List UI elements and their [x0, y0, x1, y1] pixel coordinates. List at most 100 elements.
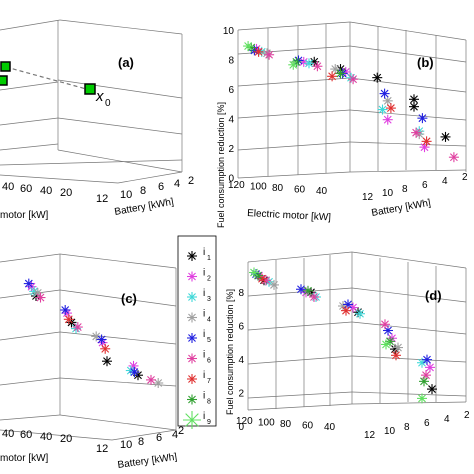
- panel-b-y-tick: 12: [362, 192, 374, 203]
- panel-b-grid-line: [349, 169, 467, 173]
- c-points-marker: [146, 374, 156, 385]
- panel-b: (b) Fuel consumption reduction [%] 10 8 6 4…: [216, 21, 468, 228]
- panel-b-label: (b): [417, 55, 434, 70]
- panel-c-x-tick: 60: [20, 429, 32, 441]
- d-points-marker: [419, 376, 429, 387]
- b-points-marker: [243, 41, 254, 52]
- panel-b-xlabel: Electric motor [kW]: [247, 208, 332, 223]
- panel-a-grid-line: [57, 79, 183, 99]
- panel-b-ylabel: Battery [kWh]: [371, 198, 432, 219]
- panel-b-grid-line: [349, 21, 467, 41]
- panel-a-x-ticks: 40 60 40 20: [2, 181, 72, 199]
- panel-c-axes-box: [0, 253, 177, 441]
- panel-c-grid-line: [59, 289, 177, 307]
- panel-b-x-tick: 40: [316, 186, 328, 197]
- panel-b-z-tick: 6: [228, 85, 234, 96]
- c-points-marker: [35, 292, 46, 303]
- legend-label-sub: 1: [207, 255, 211, 262]
- panel-d: (d) Fuel consumption reduction [%] 8 6 4 2 0…: [225, 251, 470, 441]
- panel-a-y-tick: 2: [188, 175, 194, 187]
- panel-a-points: [0, 61, 96, 95]
- panel-b-z-tick: 0: [228, 174, 234, 185]
- panel-d-x-tick: 40: [324, 422, 336, 433]
- panel-a-path: [5, 66, 91, 91]
- panel-a-grid-line: [57, 117, 183, 135]
- d-points-marker: [391, 350, 401, 361]
- panel-b-points: [243, 41, 459, 163]
- c-points-marker: [96, 334, 107, 345]
- b-points-marker: [335, 68, 346, 79]
- panel-c-grid-line: [0, 414, 61, 421]
- b-points-marker: [421, 136, 432, 147]
- b-points-marker: [411, 127, 422, 138]
- panel-c-y-ticks: 12 10 8 6 4 2: [96, 425, 184, 455]
- panel-d-x-tick: 60: [302, 421, 314, 432]
- panel-c-y-tick: 4: [172, 429, 178, 441]
- legend-label-sub: 7: [207, 378, 211, 385]
- legend-label-sub: 4: [207, 317, 211, 324]
- panel-a-grid-line: [0, 81, 59, 91]
- panel-c-grid-line: [111, 429, 177, 441]
- panel-a-grid-line: [0, 174, 119, 184]
- panel-b-grid-line: [237, 21, 351, 31]
- panel-a-y-tick: 4: [174, 178, 180, 190]
- d-points-marker: [393, 342, 403, 353]
- panel-c-y-tick: 2: [178, 425, 184, 437]
- legend-label-sub: 5: [207, 337, 211, 344]
- panel-b-grid-line: [349, 77, 467, 93]
- c-points-marker: [100, 343, 111, 354]
- panel-d-grid-line: [247, 287, 353, 297]
- panel-c-grid-line: [0, 377, 61, 386]
- panel-a-axes-box: [0, 19, 183, 184]
- legend-label: i: [203, 309, 205, 320]
- d-points-marker: [309, 292, 319, 302]
- panel-d-y-ticks: 12 10 8 6 4 2: [364, 410, 470, 441]
- panel-d-z-tick: 6: [238, 322, 244, 333]
- panel-c-y-tick: 12: [96, 443, 108, 455]
- b-points-marker: [264, 49, 275, 60]
- b-points-marker: [327, 71, 338, 82]
- panel-a-grid-line: [117, 171, 183, 184]
- d-points-marker: [249, 267, 259, 278]
- b-points-marker: [377, 104, 388, 115]
- d-points-marker: [269, 279, 279, 290]
- panel-b-grid-line: [237, 171, 351, 179]
- b-points-marker: [372, 72, 383, 83]
- panel-d-y-tick: 10: [384, 426, 396, 437]
- legend-marker: [187, 333, 197, 343]
- panel-b-y-tick: 6: [422, 180, 428, 191]
- panel-d-y-tick: 6: [424, 418, 430, 429]
- panel-d-grid-line: [351, 401, 467, 405]
- d-points-marker: [381, 339, 391, 350]
- panel-a-grid-line: [0, 117, 59, 126]
- panel-a-y-ticks: 12 10 8 6 4 2: [96, 175, 194, 205]
- legend-marker: [187, 251, 197, 261]
- panel-a-grid-line: [0, 159, 183, 166]
- panel-c-grid-line: [0, 289, 61, 299]
- panel-b-z-tick: 4: [228, 115, 234, 126]
- legend-marker: [187, 271, 197, 282]
- panel-b-grid-line: [349, 141, 467, 147]
- panel-b-x-ticks: 120 100 80 60 40: [228, 180, 328, 197]
- panel-c-points: [23, 278, 164, 388]
- panel-d-y-tick: 4: [444, 414, 450, 425]
- panel-a: (a) x 0 40 60 40 20 12 10 8 6 4 2 motor [kW] Bat…: [0, 19, 194, 221]
- panel-b-zlabel: Fuel consumption reduction [%]: [216, 102, 226, 228]
- c-points-marker: [63, 314, 74, 325]
- panel-a-x-tick: 60: [20, 183, 32, 195]
- panel-a-x-tick: 20: [60, 187, 72, 199]
- panel-d-z-tick: 0: [238, 422, 244, 433]
- b-points-marker: [348, 74, 359, 85]
- panel-c-y-tick: 10: [120, 439, 132, 451]
- panel-a-grid-line: [0, 143, 59, 151]
- b-points-marker: [288, 59, 299, 70]
- panel-a-point-start-2: [0, 75, 8, 86]
- panel-a-point-label-sub: 0: [105, 98, 111, 109]
- panel-a-point-start: [0, 61, 11, 72]
- legend-label: i: [203, 268, 205, 279]
- panel-b-grid-line: [349, 45, 467, 63]
- panel-d-x-tick: 80: [280, 419, 292, 430]
- panel-d-grid-line: [351, 355, 467, 363]
